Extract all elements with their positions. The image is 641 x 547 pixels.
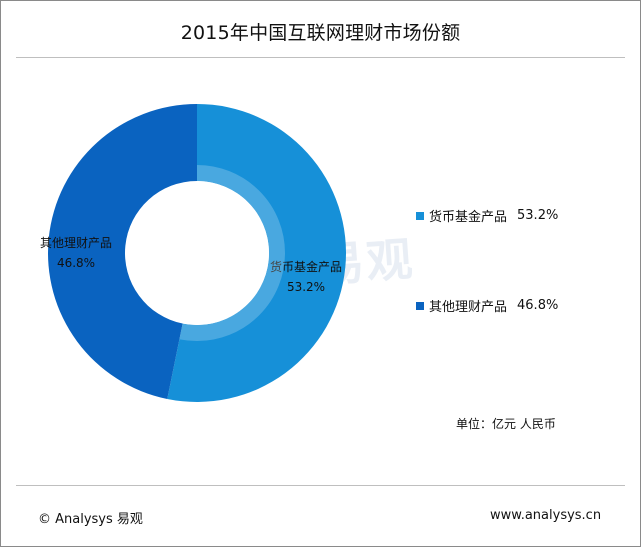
site-url: www.analysys.cn xyxy=(490,508,602,523)
copyright-text: © Analysys 易观 xyxy=(38,512,143,527)
slice-name-label: 货币基金产品 xyxy=(270,259,342,274)
footer-divider xyxy=(16,485,625,486)
legend-value: 53.2% xyxy=(517,208,559,223)
slice-value-label: 46.8% xyxy=(57,256,95,270)
legend-value: 46.8% xyxy=(517,298,559,313)
chart-title: 2015年中国互联网理财市场份额 xyxy=(180,22,461,44)
legend-swatch xyxy=(416,211,424,220)
donut-slice-0 xyxy=(167,104,347,402)
unit-note: 单位：亿元 人民币 xyxy=(456,417,556,431)
donut-slice-1 xyxy=(48,104,197,399)
donut-hole xyxy=(125,181,269,325)
legend-label: 货币基金产品 xyxy=(429,210,508,225)
legend-item-money-fund: 货币基金产品 53.2% xyxy=(416,206,558,225)
slice-name-label: 其他理财产品 xyxy=(40,236,112,250)
legend-swatch xyxy=(416,301,424,310)
legend-label: 其他理财产品 xyxy=(429,300,508,315)
legend-item-other-wealth: 其他理财产品 46.8% xyxy=(416,296,558,315)
slice-value-label: 53.2% xyxy=(287,280,325,294)
title-divider xyxy=(16,57,625,58)
